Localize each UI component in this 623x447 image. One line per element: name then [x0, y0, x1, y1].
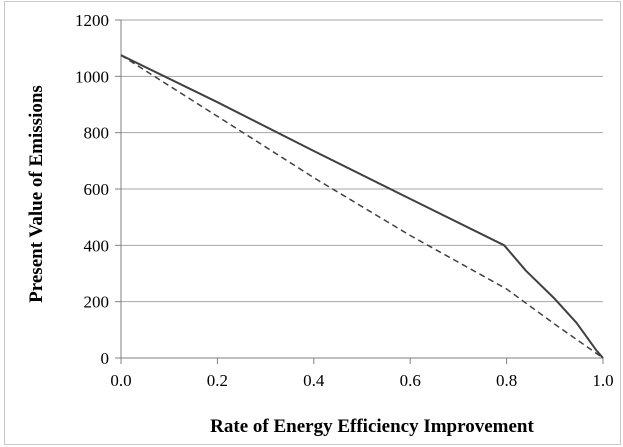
series-lines — [120, 54, 604, 359]
y-tick-label: 600 — [84, 180, 110, 199]
gridlines — [121, 19, 603, 303]
axes — [115, 19, 604, 364]
x-tick-label: 0.4 — [303, 371, 325, 390]
x-axis-title: Rate of Energy Efficiency Improvement — [210, 416, 534, 437]
y-tick-label: 400 — [84, 236, 110, 255]
y-tick-label: 1200 — [75, 11, 109, 30]
y-axis-title: Present Value of Emissions — [26, 85, 47, 303]
x-tick-label: 0.6 — [400, 371, 421, 390]
y-tick-label: 0 — [101, 349, 110, 368]
tick-labels: 0 200 400 600 800 1000 1200 0.0 0.2 0.4 0.6 0.8 1.0 — [75, 11, 614, 390]
chart-frame — [4, 1, 621, 445]
solid-series-line — [120, 54, 604, 359]
y-tick-label: 800 — [84, 124, 110, 143]
y-tick-label: 1000 — [75, 67, 109, 86]
x-tick-label: 0.0 — [110, 371, 131, 390]
y-tick-label: 200 — [84, 293, 110, 312]
x-tick-label: 1.0 — [592, 371, 613, 390]
x-tick-label: 0.8 — [496, 371, 517, 390]
dashed-series-line — [120, 54, 604, 359]
x-tick-label: 0.2 — [207, 371, 228, 390]
